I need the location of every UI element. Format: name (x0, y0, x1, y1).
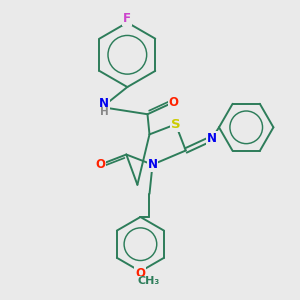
Text: O: O (95, 158, 105, 171)
Text: N: N (207, 132, 217, 145)
Text: CH₃: CH₃ (137, 277, 160, 286)
Text: H: H (100, 107, 109, 117)
Text: F: F (123, 12, 131, 25)
Text: N: N (148, 158, 158, 171)
Text: N: N (99, 97, 109, 110)
Text: O: O (135, 267, 146, 280)
Text: S: S (171, 118, 181, 131)
Text: O: O (169, 96, 179, 109)
